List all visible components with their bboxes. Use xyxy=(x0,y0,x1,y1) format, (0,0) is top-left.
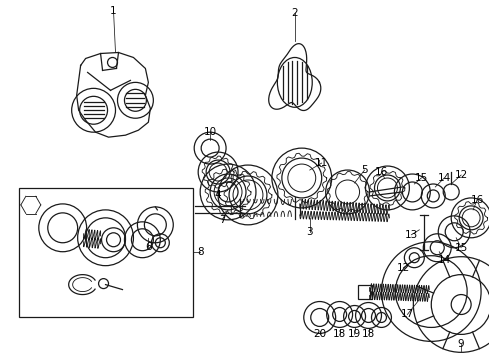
Text: 11: 11 xyxy=(315,158,328,168)
Text: 20: 20 xyxy=(313,329,326,339)
Text: 6: 6 xyxy=(145,242,152,252)
Text: 16: 16 xyxy=(470,195,484,205)
Text: 15: 15 xyxy=(455,243,468,253)
Text: 18: 18 xyxy=(362,329,375,339)
Text: 10: 10 xyxy=(203,127,217,137)
Text: 4: 4 xyxy=(215,190,221,200)
Text: 9: 9 xyxy=(458,339,465,349)
Text: 3: 3 xyxy=(306,227,313,237)
Bar xyxy=(358,285,371,298)
Text: 7: 7 xyxy=(219,215,225,225)
Text: 12: 12 xyxy=(397,263,410,273)
Text: 12: 12 xyxy=(455,170,468,180)
Text: 16: 16 xyxy=(375,167,388,177)
Text: 2: 2 xyxy=(292,8,298,18)
Text: 19: 19 xyxy=(348,329,361,339)
Text: 5: 5 xyxy=(361,165,368,175)
Text: 17: 17 xyxy=(401,310,414,319)
Text: 14: 14 xyxy=(438,255,451,265)
Text: 13: 13 xyxy=(405,230,418,240)
Text: 1: 1 xyxy=(110,6,117,15)
Bar xyxy=(19,188,193,318)
Text: 14: 14 xyxy=(438,173,451,183)
Text: 15: 15 xyxy=(415,173,428,183)
Text: 8: 8 xyxy=(197,247,203,257)
Text: 18: 18 xyxy=(333,329,346,339)
